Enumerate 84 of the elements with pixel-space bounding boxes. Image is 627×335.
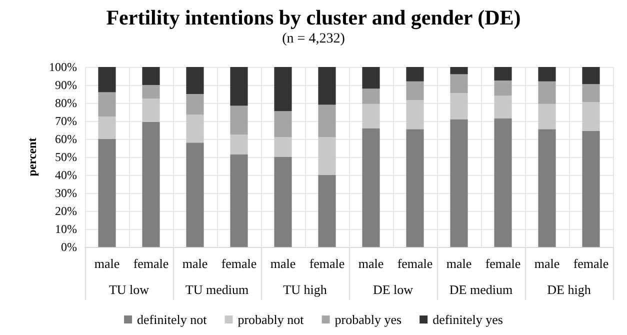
bar (582, 84, 600, 102)
y-tick-label: 70% (55, 114, 77, 128)
x-tick-label: female (221, 256, 257, 271)
bar (230, 154, 248, 247)
y-tick-label: 90% (55, 78, 77, 92)
bar (230, 134, 248, 154)
y-tick-label: 0% (61, 240, 77, 254)
bar (582, 102, 600, 131)
x-tick-label: female (573, 256, 609, 271)
y-tick-label: 40% (55, 168, 77, 182)
text: TU high (283, 282, 328, 297)
bar (362, 104, 380, 128)
y-tick-label: 80% (55, 96, 77, 110)
chart-title: Fertility intentions by cluster and gender (DE) (106, 6, 521, 30)
bar (450, 74, 468, 94)
bar (362, 128, 380, 247)
bar (274, 157, 292, 247)
y-tick-label: 20% (55, 204, 77, 218)
y-tick-label: 10% (55, 222, 77, 236)
bar (318, 67, 336, 105)
bar (494, 80, 512, 96)
y-tick-label: 50% (55, 150, 77, 164)
y-tick-label: 100% (49, 60, 77, 74)
bar (582, 67, 600, 84)
bar (362, 88, 380, 104)
chart-subtitle: (n = 4,232) (282, 32, 346, 46)
y-tick-label: 30% (55, 186, 77, 200)
bar (142, 122, 160, 247)
text: TU low (108, 282, 150, 297)
bar (274, 137, 292, 157)
bar (494, 118, 512, 247)
bar (406, 100, 424, 130)
bar (318, 175, 336, 247)
bar (274, 111, 292, 138)
bar (142, 98, 160, 122)
bar (230, 106, 248, 134)
bar (538, 81, 556, 104)
bar (538, 104, 556, 130)
x-tick-label: male (358, 256, 384, 271)
bar (450, 67, 468, 74)
x-tick-label: female (133, 256, 169, 271)
y-tick-label: 60% (55, 132, 77, 146)
text: DE low (372, 282, 414, 297)
legend-label: probably yes (334, 312, 402, 327)
bar (142, 85, 160, 98)
bar (318, 104, 336, 138)
bar (186, 94, 204, 115)
legend-label: definitely not (137, 312, 208, 327)
bar (186, 142, 204, 247)
bar (98, 139, 116, 247)
bar (230, 67, 248, 106)
x-tick-label: female (309, 256, 345, 271)
bar (274, 67, 292, 112)
bar (450, 93, 468, 120)
text: TU medium (185, 282, 249, 297)
bar (538, 129, 556, 247)
bar (582, 130, 600, 247)
x-tick-label: male (182, 256, 208, 271)
bar (98, 92, 116, 116)
bar (494, 96, 512, 118)
bar (186, 67, 204, 94)
x-tick-label: male (94, 256, 120, 271)
bar (406, 129, 424, 247)
bar (98, 116, 116, 139)
x-tick-label: female (397, 256, 433, 271)
bar (450, 119, 468, 247)
bar (406, 81, 424, 100)
x-tick-label: female (485, 256, 521, 271)
bar (186, 114, 204, 143)
text: DE high (547, 282, 592, 297)
legend-label: probably not (238, 312, 304, 327)
bar (494, 67, 512, 80)
bar (406, 67, 424, 82)
x-tick-label: male (534, 256, 560, 271)
bar (318, 137, 336, 175)
x-tick-label: male (270, 256, 296, 271)
legend-label: definitely yes (432, 312, 503, 327)
bar (142, 67, 160, 85)
text: DE medium (449, 282, 513, 297)
bar (98, 67, 116, 92)
y-axis-title: percent (25, 138, 40, 176)
bar (362, 67, 380, 89)
bar (538, 67, 556, 82)
x-tick-label: male (446, 256, 472, 271)
